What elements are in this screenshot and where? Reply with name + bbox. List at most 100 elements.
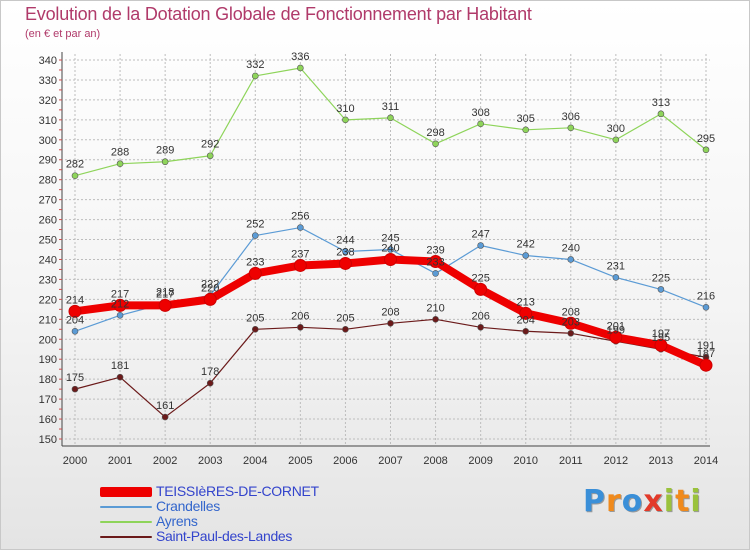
data-point — [474, 282, 488, 296]
data-label: 210 — [426, 302, 444, 314]
data-point — [564, 316, 578, 330]
data-label: 242 — [517, 238, 535, 250]
data-label: 332 — [246, 59, 264, 71]
x-tick-label: 2002 — [153, 455, 177, 467]
data-point — [158, 298, 172, 312]
data-label: 239 — [426, 244, 444, 256]
data-point — [342, 325, 349, 333]
x-tick-label: 2013 — [649, 455, 673, 467]
data-label: 214 — [66, 294, 84, 306]
data-point — [71, 172, 79, 179]
logo-letter: i — [663, 484, 676, 519]
data-point — [342, 116, 349, 124]
data-point — [657, 286, 665, 293]
chart-subtitle: (en € et par an) — [25, 28, 101, 40]
data-point — [293, 258, 307, 272]
x-tick-label: 2006 — [333, 455, 357, 467]
data-point — [522, 126, 530, 134]
data-label: 181 — [111, 360, 129, 372]
y-tick-label: 320 — [39, 95, 57, 107]
x-tick-label: 2005 — [288, 455, 312, 467]
data-label: 217 — [156, 288, 174, 300]
data-label: 237 — [291, 248, 309, 260]
data-label: 222 — [201, 278, 219, 290]
data-label: 238 — [336, 246, 354, 258]
data-label: 205 — [336, 312, 354, 324]
data-label: 313 — [652, 97, 670, 109]
data-label: 336 — [291, 51, 309, 63]
data-label: 212 — [111, 298, 129, 310]
data-label: 240 — [381, 242, 399, 254]
data-label: 208 — [562, 306, 580, 318]
legend-label: TEISSIèRES-DE-CORNET — [156, 483, 319, 499]
data-label: 289 — [156, 145, 174, 157]
data-point — [612, 136, 620, 144]
legend-label: Crandelles — [156, 498, 220, 514]
data-point — [203, 292, 217, 306]
data-point — [297, 224, 304, 231]
data-label: 247 — [471, 229, 489, 241]
data-point — [68, 304, 82, 318]
data-point — [387, 246, 394, 253]
y-tick-label: 280 — [39, 175, 57, 187]
data-point — [567, 329, 575, 337]
data-point — [432, 316, 439, 323]
data-label: 197 — [652, 328, 670, 340]
data-label: 308 — [471, 107, 489, 119]
data-point — [477, 120, 484, 128]
data-label: 245 — [381, 233, 399, 245]
data-label: 231 — [607, 260, 625, 272]
data-label: 191 — [697, 340, 715, 352]
y-tick-label: 170 — [39, 394, 57, 406]
x-tick-label: 2014 — [694, 455, 718, 467]
x-tick-label: 2001 — [108, 455, 132, 467]
data-label: 244 — [336, 234, 354, 246]
data-point — [251, 232, 259, 239]
grid-lines — [65, 54, 710, 444]
data-point — [206, 379, 214, 387]
data-label: 206 — [471, 310, 489, 322]
data-point — [387, 320, 394, 327]
data-label: 256 — [291, 211, 309, 223]
data-point — [654, 338, 668, 352]
data-point — [657, 110, 665, 118]
logo-letter: o — [621, 484, 644, 519]
chart-title: Evolution de la Dotation Globale de Fonc… — [25, 4, 532, 24]
data-label: 218 — [156, 286, 174, 298]
logo-letter: x — [643, 484, 664, 519]
y-tick-label: 250 — [39, 235, 57, 247]
data-point — [477, 323, 484, 331]
data-point — [702, 146, 710, 154]
legend-swatch — [100, 536, 152, 538]
x-tick-label: 2010 — [513, 455, 537, 467]
data-point — [612, 274, 620, 281]
data-label: 217 — [111, 288, 129, 300]
data-point — [113, 298, 127, 312]
data-label: 178 — [201, 366, 219, 378]
legend-label: Saint-Paul-des-Landes — [156, 528, 293, 544]
axes — [59, 52, 710, 447]
data-point — [116, 373, 124, 381]
x-tick-label: 2012 — [604, 455, 628, 467]
data-point — [702, 304, 710, 311]
data-label: 204 — [66, 314, 84, 326]
x-tick-label: 2003 — [198, 455, 222, 467]
y-tick-label: 230 — [39, 274, 57, 286]
y-tick-label: 150 — [39, 434, 57, 446]
data-label: 204 — [517, 314, 535, 326]
data-point — [71, 385, 79, 393]
legend-swatch — [100, 506, 152, 508]
y-tick-label: 180 — [39, 374, 57, 386]
data-point — [251, 325, 259, 333]
legend-label: Ayrens — [156, 513, 198, 529]
x-tick-label: 2009 — [468, 455, 492, 467]
data-point — [519, 306, 533, 320]
x-tick-label: 2008 — [423, 455, 447, 467]
data-point — [342, 248, 349, 255]
data-label: 201 — [607, 320, 625, 332]
data-label: 208 — [381, 306, 399, 318]
proxiti-logo: Proxiti — [583, 484, 702, 519]
data-point — [699, 358, 713, 372]
data-point — [251, 72, 259, 80]
